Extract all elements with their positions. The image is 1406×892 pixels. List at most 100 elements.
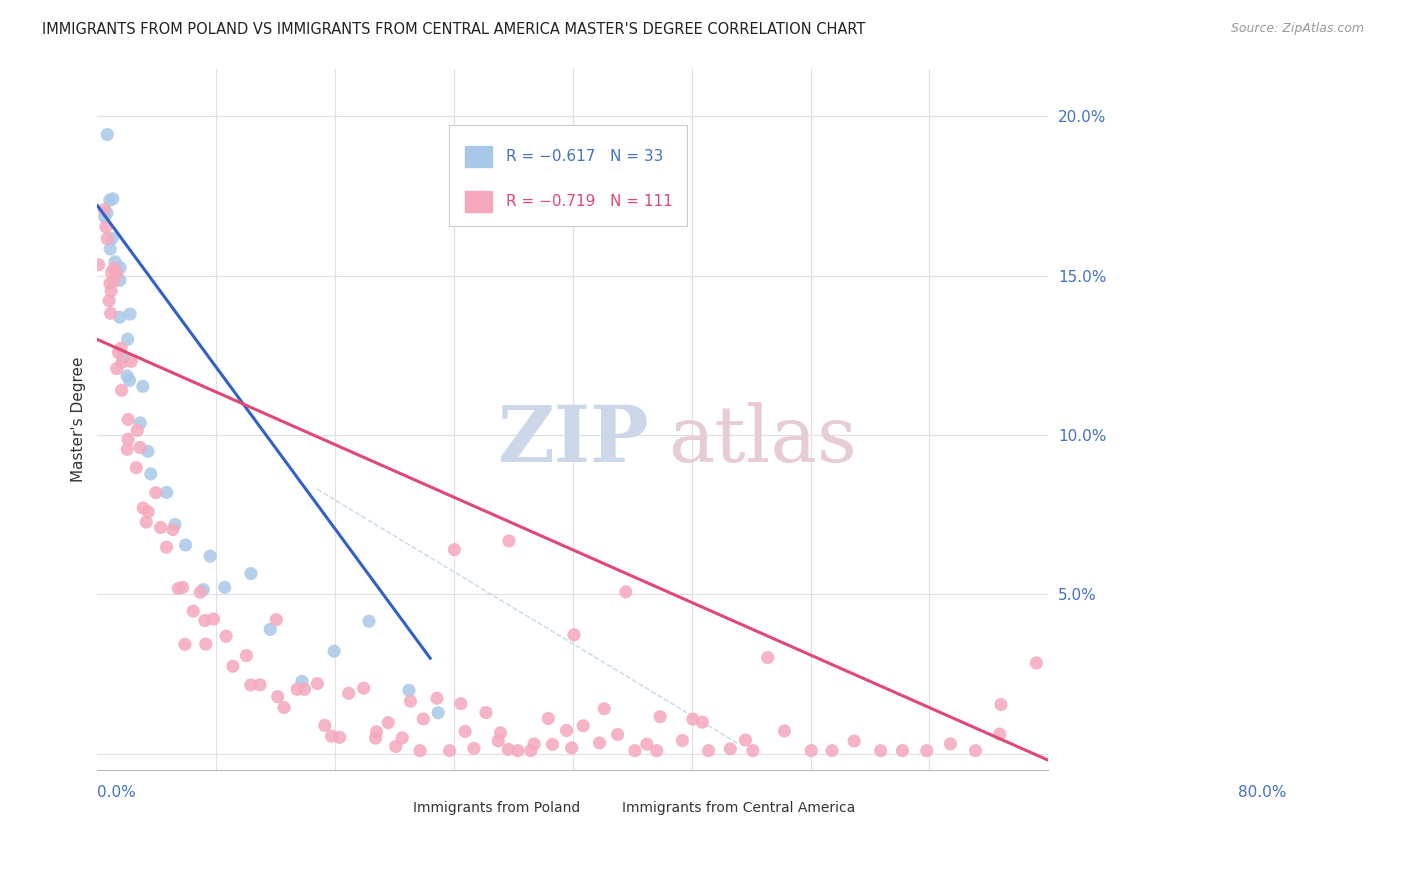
Point	[132, 379, 155, 393]
Point	[427, 706, 450, 720]
Point	[537, 711, 560, 725]
Point	[562, 628, 585, 642]
Point	[398, 683, 420, 698]
Point	[167, 582, 190, 596]
Point	[307, 676, 329, 690]
Point	[988, 727, 1011, 741]
Point	[842, 734, 865, 748]
Point	[98, 242, 121, 256]
Point	[385, 739, 408, 754]
Point	[156, 485, 179, 500]
Point	[399, 694, 422, 708]
Point	[194, 637, 217, 651]
Point	[990, 698, 1012, 712]
Point	[115, 442, 138, 457]
Point	[541, 737, 564, 751]
Point	[129, 441, 152, 455]
Point	[323, 644, 346, 658]
Point	[593, 702, 616, 716]
Text: R = −0.617   N = 33: R = −0.617 N = 33	[506, 149, 664, 163]
Point	[117, 412, 139, 426]
Point	[98, 293, 121, 308]
Point	[357, 614, 380, 628]
Point	[965, 744, 987, 758]
Point	[329, 731, 352, 745]
Point	[120, 307, 142, 321]
Point	[426, 691, 449, 706]
Point	[486, 734, 509, 748]
Point	[139, 467, 162, 481]
Point	[249, 678, 271, 692]
Point	[117, 332, 139, 346]
Point	[496, 742, 519, 756]
Point	[682, 712, 704, 726]
Point	[443, 542, 465, 557]
Text: Immigrants from Central America: Immigrants from Central America	[623, 801, 855, 815]
Point	[162, 523, 184, 537]
Point	[202, 612, 225, 626]
Point	[96, 128, 118, 142]
Point	[697, 744, 720, 758]
Point	[741, 744, 763, 758]
Point	[291, 674, 314, 689]
Point	[614, 585, 637, 599]
Point	[412, 712, 434, 726]
Point	[188, 585, 211, 599]
Point	[135, 515, 157, 529]
Point	[117, 432, 139, 446]
Point	[193, 582, 215, 597]
Point	[915, 744, 938, 758]
Point	[506, 744, 529, 758]
Point	[353, 681, 375, 695]
Point	[648, 710, 671, 724]
Point	[118, 373, 141, 387]
Point	[127, 423, 149, 437]
Point	[475, 706, 498, 720]
Point	[115, 368, 138, 383]
Point	[101, 192, 124, 206]
Point	[87, 258, 110, 272]
Point	[100, 265, 122, 279]
Point	[1025, 656, 1047, 670]
Point	[108, 273, 131, 287]
Point	[98, 193, 121, 207]
Point	[120, 354, 142, 368]
Text: R = −0.719   N = 111: R = −0.719 N = 111	[506, 194, 673, 210]
Point	[100, 284, 122, 298]
Point	[624, 744, 647, 758]
Point	[104, 254, 127, 268]
Point	[588, 736, 610, 750]
Point	[239, 678, 262, 692]
Point	[273, 700, 295, 714]
Text: 80.0%: 80.0%	[1237, 785, 1286, 800]
Point	[671, 733, 693, 747]
Point	[463, 741, 485, 756]
Y-axis label: Master's Degree: Master's Degree	[72, 357, 86, 482]
Point	[108, 310, 131, 325]
Point	[800, 744, 823, 758]
Point	[572, 719, 595, 733]
Point	[718, 742, 741, 756]
Point	[266, 613, 288, 627]
Point	[174, 538, 197, 552]
Point	[112, 351, 135, 365]
Point	[821, 744, 844, 758]
Point	[409, 744, 432, 758]
Point	[215, 629, 238, 643]
Point	[606, 727, 628, 741]
Point	[294, 682, 316, 697]
Point	[561, 740, 583, 755]
Point	[439, 744, 461, 758]
Point	[93, 210, 115, 224]
Point	[377, 715, 399, 730]
Point	[939, 737, 962, 751]
Point	[96, 232, 118, 246]
Point	[391, 731, 413, 745]
Point	[93, 202, 115, 217]
Point	[103, 274, 125, 288]
Point	[132, 501, 155, 516]
Text: Source: ZipAtlas.com: Source: ZipAtlas.com	[1230, 22, 1364, 36]
Point	[636, 737, 658, 751]
Point	[773, 723, 796, 738]
Point	[136, 444, 159, 458]
